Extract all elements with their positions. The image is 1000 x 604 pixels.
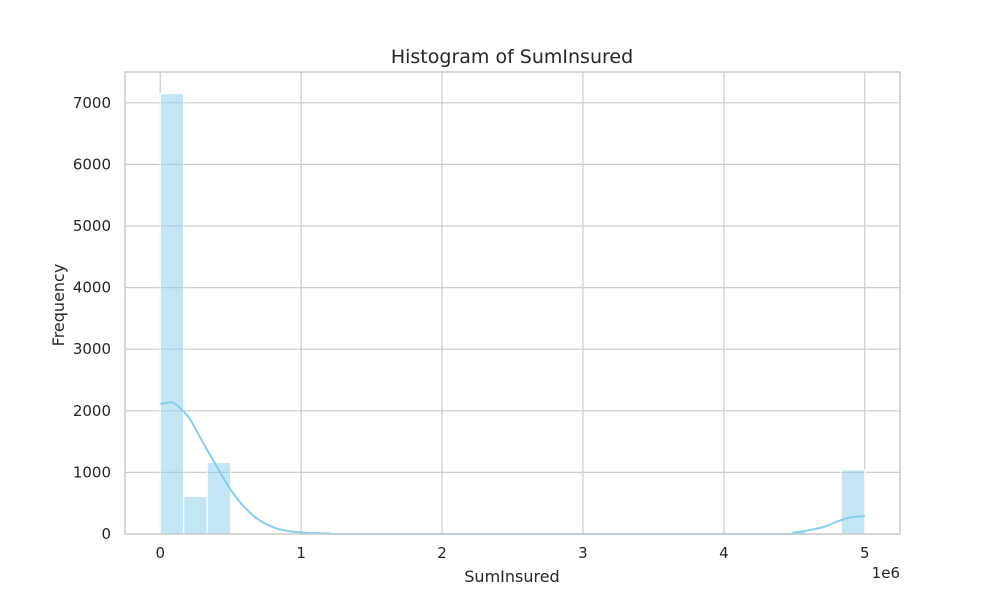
x-tick-label: 0 bbox=[155, 544, 165, 562]
plot-frame bbox=[124, 71, 901, 535]
kde-layer bbox=[160, 401, 865, 536]
x-tick-label: 5 bbox=[860, 544, 870, 562]
y-tick-label: 0 bbox=[101, 525, 111, 543]
histogram-bar bbox=[206, 461, 232, 535]
x-tick-label: 4 bbox=[719, 544, 729, 562]
x-tick-label: 3 bbox=[578, 544, 588, 562]
y-tick-label: 1000 bbox=[73, 463, 111, 481]
x-tick-label: 1 bbox=[296, 544, 306, 562]
histogram-bar bbox=[183, 495, 208, 535]
histogram-bar bbox=[840, 469, 866, 535]
x-axis-label: SumInsured bbox=[464, 567, 559, 586]
chart-title: Histogram of SumInsured bbox=[391, 46, 633, 68]
x-tick-label: 2 bbox=[437, 544, 447, 562]
y-tick-label: 7000 bbox=[73, 94, 111, 112]
y-tick-label: 5000 bbox=[73, 217, 111, 235]
x-offset-label: 1e6 bbox=[872, 564, 900, 582]
y-tick-labels: 0 1000 2000 3000 4000 5000 6000 7000 bbox=[73, 94, 111, 543]
x-tick-labels: 0 1 2 3 4 5 bbox=[155, 544, 869, 562]
kde-line bbox=[160, 401, 865, 536]
y-tick-label: 3000 bbox=[73, 340, 111, 358]
y-tick-label: 4000 bbox=[73, 279, 111, 297]
y-axis-label: Frequency bbox=[49, 264, 68, 347]
y-tick-label: 6000 bbox=[73, 155, 111, 173]
grid-layer bbox=[125, 72, 900, 535]
histogram-bar bbox=[159, 92, 185, 535]
bars-layer bbox=[159, 92, 866, 535]
y-tick-label: 2000 bbox=[73, 402, 111, 420]
